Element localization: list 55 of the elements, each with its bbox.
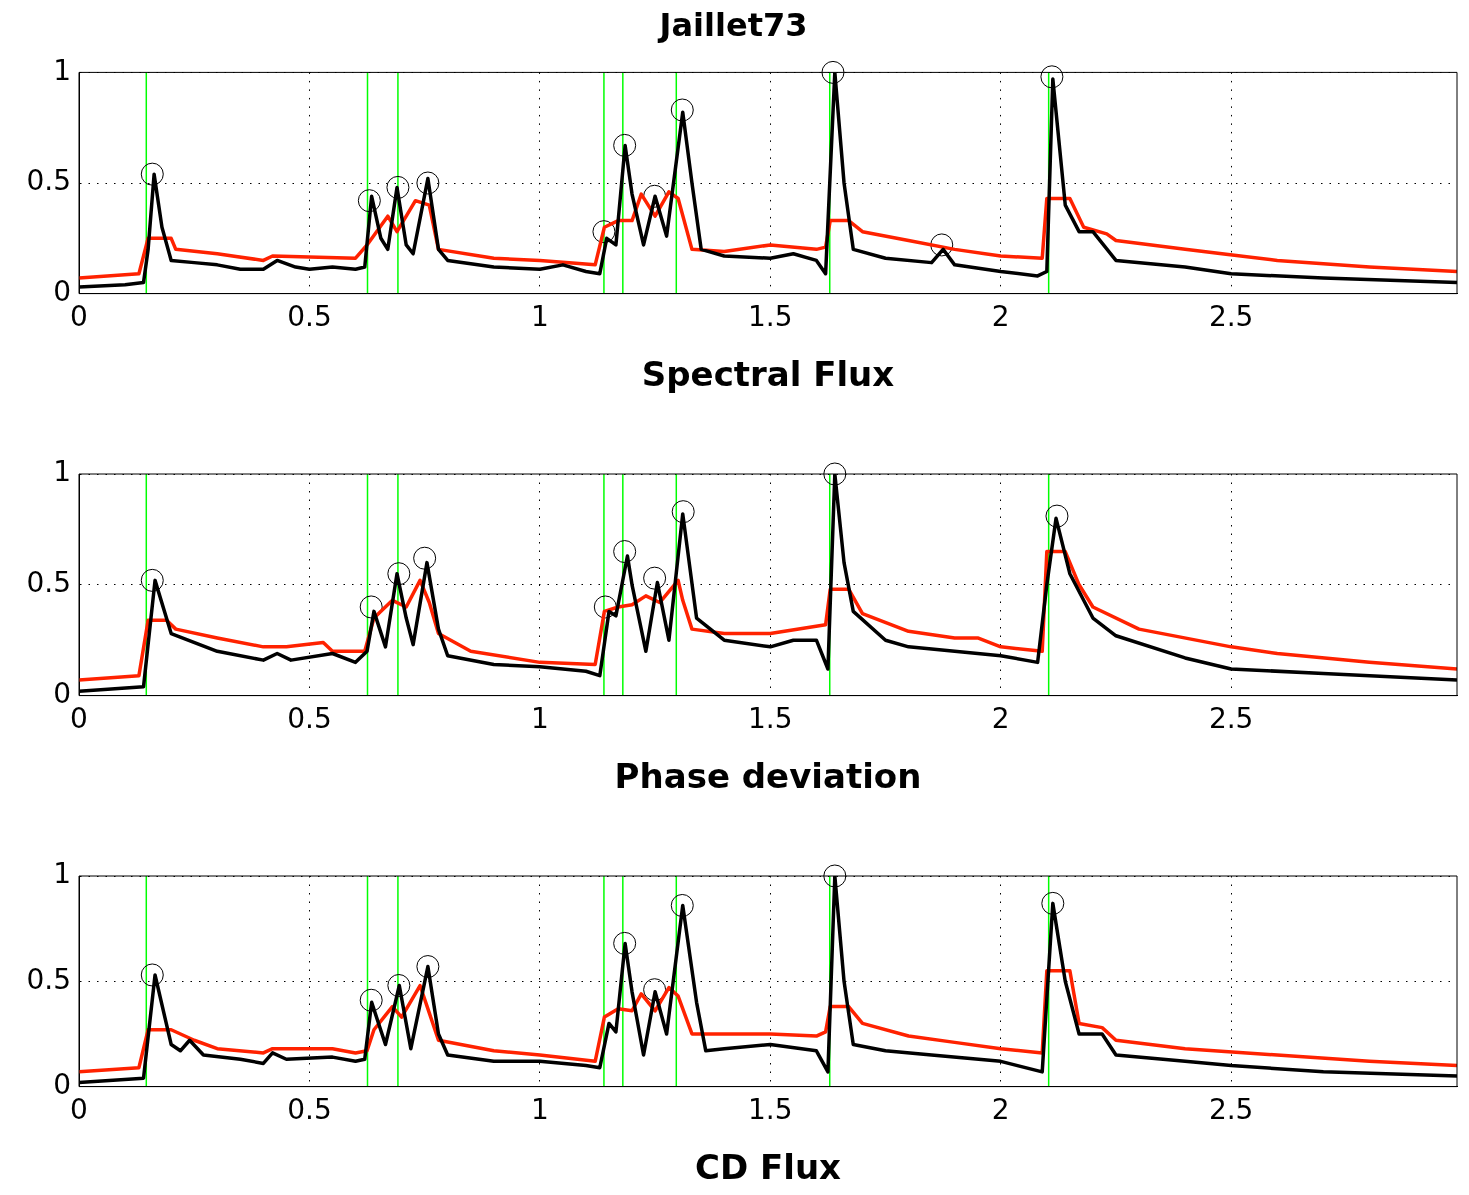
y-tick-label: 1 (53, 455, 71, 489)
x-axis-title: CD Flux (694, 1147, 842, 1188)
point (823, 462, 847, 486)
x-tick-label: 2.5 (1208, 1092, 1254, 1126)
point (823, 864, 847, 888)
y-tick-label: 0 (53, 1067, 71, 1101)
point (140, 568, 164, 592)
x-tick-label: 1.5 (748, 1092, 793, 1126)
x-tick-label: 0.5 (287, 701, 332, 735)
x-tick-label: 2.5 (1208, 701, 1254, 735)
y-tick-label: 1 (53, 53, 71, 87)
point (670, 893, 694, 917)
point (1045, 504, 1069, 528)
point (357, 189, 381, 213)
x-axis-title: Phase deviation (614, 756, 922, 797)
point (671, 500, 695, 524)
point (1041, 891, 1065, 915)
point (359, 988, 383, 1012)
x-tick-label: 2 (991, 701, 1010, 735)
point (821, 60, 845, 84)
chart-title: Jaillet73 (657, 5, 808, 44)
x-tick-label: 0.5 (287, 299, 332, 333)
x-tick-label: 1.5 (748, 701, 793, 735)
point (613, 931, 637, 955)
x-tick-label: 2 (991, 1092, 1010, 1126)
point (1040, 65, 1064, 89)
point (613, 540, 637, 564)
y-tick-label: 0.5 (26, 164, 71, 198)
y-tick-label: 0 (53, 676, 71, 710)
point (416, 171, 440, 195)
x-tick-label: 2 (991, 299, 1010, 333)
point (670, 98, 694, 122)
y-tick-label: 0.5 (26, 566, 71, 600)
point (593, 595, 617, 619)
point (643, 566, 667, 590)
point (386, 175, 410, 199)
x-tick-label: 0.5 (287, 1092, 332, 1126)
x-axis-title: Spectral Flux (641, 354, 895, 395)
point (416, 955, 440, 979)
point (140, 162, 164, 186)
point (387, 974, 411, 998)
y-tick-label: 0.5 (26, 962, 71, 996)
point (140, 963, 164, 987)
point (387, 562, 411, 586)
y-tick-label: 0 (53, 274, 71, 308)
x-tick-label: 1 (530, 701, 549, 735)
point (413, 546, 437, 570)
x-tick-label: 1.5 (748, 299, 793, 333)
x-tick-label: 2.5 (1208, 299, 1254, 333)
point (930, 233, 954, 257)
y-tick-label: 1 (53, 857, 71, 891)
x-tick-label: 1 (530, 1092, 549, 1126)
point (613, 133, 637, 157)
x-tick-label: 1 (530, 299, 549, 333)
point (592, 220, 616, 244)
